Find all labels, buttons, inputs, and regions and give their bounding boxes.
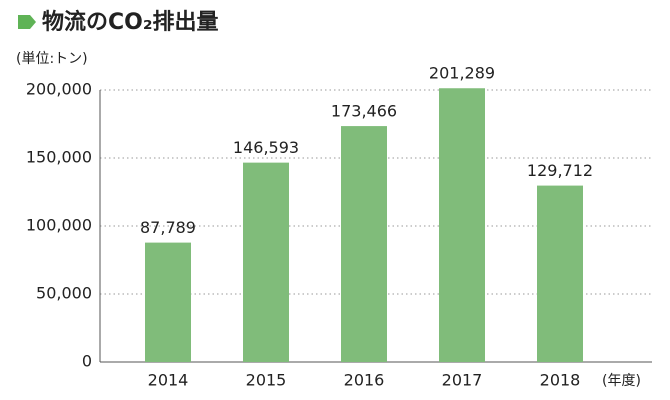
x-tick-label: 2018 — [540, 371, 581, 390]
y-unit: (単位:トン) — [16, 51, 88, 67]
value-label: 87,789 — [140, 218, 196, 237]
title-icon — [18, 15, 36, 29]
bar — [439, 88, 485, 363]
value-label: 201,289 — [429, 64, 495, 83]
x-tick-label: 2016 — [344, 371, 385, 390]
x-tick-label: 2017 — [442, 371, 483, 390]
y-tick-label: 100,000 — [26, 216, 92, 235]
x-unit: (年度) — [602, 373, 641, 389]
y-tick-label: 50,000 — [36, 284, 92, 303]
chart-title: 物流のCO₂排出量 — [42, 9, 218, 35]
y-tick-label: 150,000 — [26, 148, 92, 167]
y-tick-label: 200,000 — [26, 80, 92, 99]
value-label: 173,466 — [331, 102, 397, 121]
x-tick-label: 2015 — [246, 371, 287, 390]
x-tick-label: 2014 — [148, 371, 189, 390]
bar — [243, 162, 289, 362]
value-label: 129,712 — [527, 161, 593, 180]
bar — [341, 126, 387, 362]
y-tick-label: 0 — [82, 352, 92, 371]
bar — [537, 185, 583, 362]
bar — [145, 242, 191, 362]
value-label: 146,593 — [233, 138, 299, 157]
